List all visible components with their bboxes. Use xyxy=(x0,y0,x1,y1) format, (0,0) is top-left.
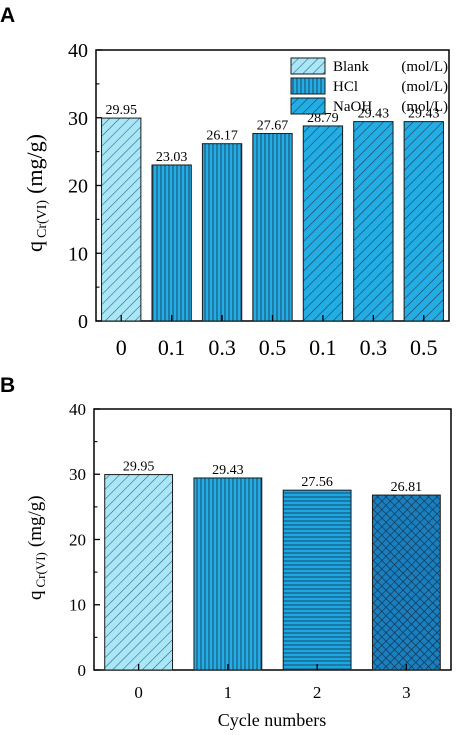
y-tick-label: 30 xyxy=(68,108,88,130)
bar-0-3 xyxy=(353,121,394,322)
x-tick-label: 1 xyxy=(224,683,233,702)
x-tick-label: 0 xyxy=(116,335,127,360)
legend-swatch-blank xyxy=(290,57,326,75)
bar-3 xyxy=(371,494,441,671)
legend-unit: (mol/L) xyxy=(401,99,448,115)
bar-value-label: 29.95 xyxy=(105,103,137,118)
x-tick-label: 2 xyxy=(313,683,322,702)
bar-value-label: 29.43 xyxy=(358,107,390,122)
bar-value-label: 26.81 xyxy=(391,480,423,495)
legend-label: NaOH xyxy=(333,99,372,115)
bar-2 xyxy=(282,489,352,671)
x-tick-label: 0.5 xyxy=(259,335,287,360)
panel-b: B 0 10 20 30 40 29.95 29.43 27.56 26.81 0 1 2 3 qC… xyxy=(0,374,452,730)
panel-a-x-axis: 0 0.1 0.3 0.5 0.1 0.3 0.5 xyxy=(116,315,438,360)
panel-a-y-axis-title: qCr(VI)(mg/g) xyxy=(22,134,50,252)
bar-value-label: 28.79 xyxy=(307,111,339,126)
bar-value-label: 26.17 xyxy=(206,129,238,144)
bar-value-label: 29.95 xyxy=(123,460,155,475)
y-tick-label: 40 xyxy=(69,400,86,419)
bar-0 xyxy=(104,474,174,671)
x-tick-label: 0.1 xyxy=(158,335,186,360)
y-tick-label: 40 xyxy=(68,40,88,62)
x-tick-label: 0.1 xyxy=(309,335,337,360)
bar-value-label: 23.03 xyxy=(156,150,188,165)
bar-value-label: 29.43 xyxy=(408,107,440,122)
bar-value-label: 29.43 xyxy=(212,463,244,478)
bar-0-3 xyxy=(201,143,243,322)
y-tick-label: 30 xyxy=(69,465,86,484)
panel-a-letter: A xyxy=(0,4,15,27)
x-tick-label: 0.3 xyxy=(208,335,236,360)
panel-b-x-axis: 0 1 2 3 xyxy=(134,664,411,702)
y-tick-label: 10 xyxy=(69,596,86,615)
panel-b-y-axis: 0 10 20 30 40 xyxy=(69,400,100,680)
x-tick-label: 0 xyxy=(134,683,143,702)
bar-0 xyxy=(101,117,142,322)
bar-1 xyxy=(193,477,263,671)
x-tick-label: 3 xyxy=(402,683,411,702)
panel-a-y-axis: 0 10 20 30 40 xyxy=(68,40,102,333)
panel-a-legend: Blank (mol/L) HCl (mol/L) NaOH (mol/L) xyxy=(290,57,448,115)
bar-0-1 xyxy=(302,125,344,322)
legend-label: Blank xyxy=(333,59,369,75)
x-tick-label: 0.5 xyxy=(410,335,438,360)
panel-b-bars: 29.95 29.43 27.56 26.81 xyxy=(104,460,441,671)
bar-value-label: 27.67 xyxy=(257,119,289,134)
x-tick-label: 0.3 xyxy=(360,335,388,360)
legend-swatch-hcl xyxy=(290,77,326,95)
panel-b-y-axis-title: qCr(VI)(mg/g) xyxy=(25,495,48,600)
bar-0-5 xyxy=(252,133,293,322)
legend-label: HCl xyxy=(333,79,358,95)
panel-b-x-axis-title: Cycle numbers xyxy=(218,710,326,730)
legend-swatch-naoh xyxy=(290,97,326,115)
y-tick-label: 10 xyxy=(68,243,88,265)
bar-0-5 xyxy=(403,121,444,322)
y-tick-label: 0 xyxy=(78,661,87,680)
y-tick-label: 0 xyxy=(78,311,88,333)
panel-b-letter: B xyxy=(0,374,15,397)
y-tick-label: 20 xyxy=(68,176,88,198)
bar-0-1 xyxy=(151,164,192,322)
bar-value-label: 27.56 xyxy=(301,475,333,490)
panel-a-bars: 29.95 23.03 26.17 27.67 28.79 29.43 29.43 xyxy=(101,103,444,322)
legend-unit: (mol/L) xyxy=(401,59,448,75)
y-tick-label: 20 xyxy=(69,530,86,549)
legend-unit: (mol/L) xyxy=(401,79,448,95)
